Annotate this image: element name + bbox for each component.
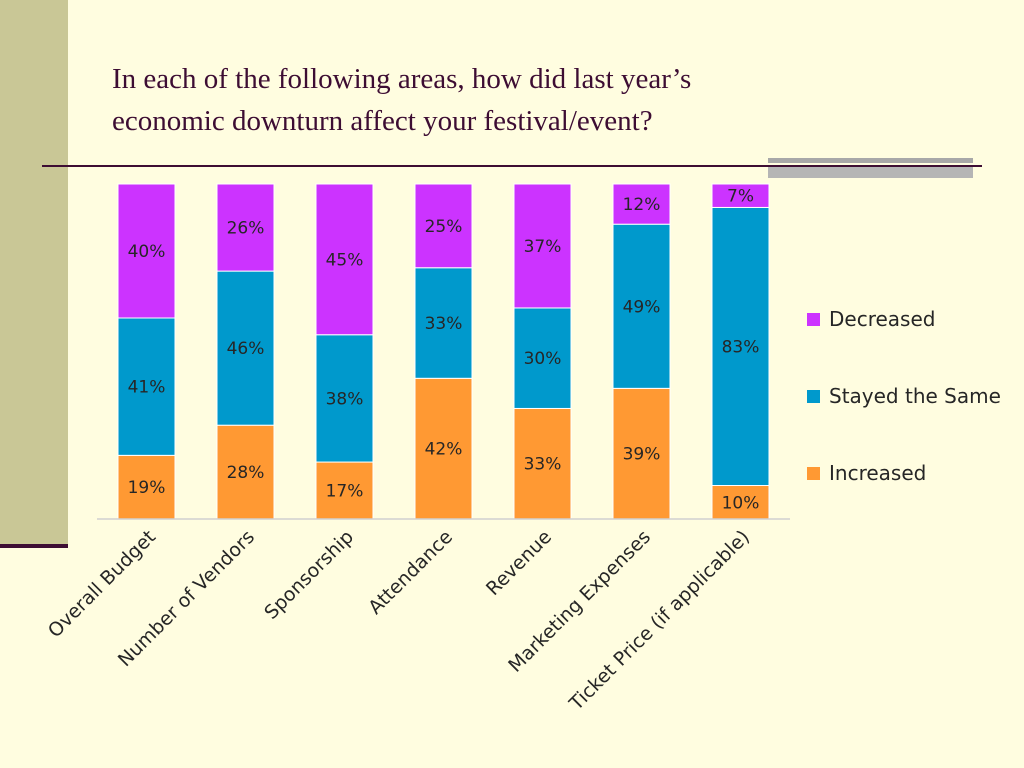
bar-segment-marketing-expenses-increased <box>612 387 671 520</box>
legend-swatch-stayed-the-same <box>807 390 820 403</box>
data-label-attendance-stayed-the-same: 33% <box>425 314 463 334</box>
data-label-revenue-stayed-the-same: 30% <box>524 349 562 369</box>
slide-title: In each of the following areas, how did … <box>112 58 912 142</box>
data-label-number-of-vendors-decreased: 26% <box>227 219 265 239</box>
bar-segment-number-of-vendors-increased <box>216 424 275 520</box>
bar-segment-sponsorship-stayed-the-same <box>315 334 374 463</box>
data-label-attendance-increased: 42% <box>425 440 463 460</box>
data-label-marketing-expenses-increased: 39% <box>623 445 661 465</box>
data-label-overall-budget-stayed-the-same: 41% <box>128 378 166 398</box>
data-label-overall-budget-increased: 19% <box>128 478 166 498</box>
legend-label-increased: Increased <box>829 461 926 485</box>
data-label-marketing-expenses-stayed-the-same: 49% <box>623 297 661 317</box>
data-label-revenue-increased: 33% <box>524 455 562 475</box>
category-label-attendance: Attendance <box>364 526 457 619</box>
bar-segment-ticket-price-if-applicable-decreased <box>711 183 770 208</box>
bar-segment-revenue-increased <box>513 407 572 520</box>
bar-segment-attendance-increased <box>414 377 473 520</box>
category-label-revenue: Revenue <box>482 526 556 600</box>
bar-segment-overall-budget-decreased <box>117 183 176 319</box>
data-label-attendance-decreased: 25% <box>425 217 463 237</box>
left-accent-band <box>0 0 68 548</box>
bar-segment-number-of-vendors-stayed-the-same <box>216 270 275 426</box>
title-divider-accent <box>768 158 973 178</box>
bar-segment-ticket-price-if-applicable-stayed-the-same <box>711 206 770 486</box>
data-label-number-of-vendors-increased: 28% <box>227 463 265 483</box>
data-label-overall-budget-decreased: 40% <box>128 242 166 262</box>
data-label-revenue-decreased: 37% <box>524 237 562 257</box>
left-accent-bar <box>0 544 68 548</box>
title-divider <box>42 165 982 167</box>
bar-segment-revenue-decreased <box>513 183 572 309</box>
slide-title-line-2: economic downturn affect your festival/e… <box>112 105 653 137</box>
bar-segment-sponsorship-decreased <box>315 183 374 336</box>
legend-label-decreased: Decreased <box>829 307 935 331</box>
data-label-sponsorship-decreased: 45% <box>326 250 364 270</box>
bar-segment-number-of-vendors-decreased <box>216 183 275 272</box>
bar-segment-attendance-stayed-the-same <box>414 267 473 379</box>
data-label-sponsorship-increased: 17% <box>326 482 364 502</box>
bar-segment-sponsorship-increased <box>315 461 374 520</box>
data-label-marketing-expenses-decreased: 12% <box>623 195 661 215</box>
legend-swatch-increased <box>807 467 820 480</box>
bar-segment-attendance-decreased <box>414 183 473 269</box>
data-label-sponsorship-stayed-the-same: 38% <box>326 389 364 409</box>
bar-segment-marketing-expenses-decreased <box>612 183 671 225</box>
category-label-ticket-price-if-applicable: Ticket Price (if applicable) <box>565 526 754 715</box>
bar-segment-revenue-stayed-the-same <box>513 307 572 409</box>
bar-segment-marketing-expenses-stayed-the-same <box>612 223 671 389</box>
category-label-overall-budget: Overall Budget <box>44 526 160 642</box>
data-label-number-of-vendors-stayed-the-same: 46% <box>227 339 265 359</box>
data-label-ticket-price-if-applicable-stayed-the-same: 83% <box>722 337 760 357</box>
legend-swatch-decreased <box>807 313 820 326</box>
slide-title-line-1: In each of the following areas, how did … <box>112 63 692 95</box>
data-label-ticket-price-if-applicable-decreased: 7% <box>727 187 754 207</box>
bar-segment-overall-budget-increased <box>117 454 176 520</box>
legend-label-stayed-the-same: Stayed the Same <box>829 384 1001 408</box>
category-label-sponsorship: Sponsorship <box>260 526 358 624</box>
data-label-ticket-price-if-applicable-increased: 10% <box>722 493 760 513</box>
bar-segment-overall-budget-stayed-the-same <box>117 317 176 456</box>
